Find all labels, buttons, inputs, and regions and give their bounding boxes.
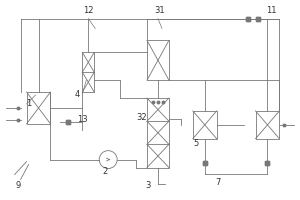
Text: 31: 31 bbox=[154, 6, 165, 15]
Bar bbox=[256, 111, 279, 139]
Bar bbox=[147, 98, 169, 168]
Text: 12: 12 bbox=[83, 6, 94, 15]
Bar bbox=[147, 40, 169, 80]
Bar bbox=[82, 52, 94, 92]
Text: 4: 4 bbox=[75, 90, 80, 99]
Text: 2: 2 bbox=[103, 167, 108, 176]
Text: 3: 3 bbox=[145, 181, 151, 190]
Bar bbox=[27, 92, 50, 124]
Text: 1: 1 bbox=[26, 99, 31, 108]
Text: 9: 9 bbox=[16, 181, 21, 190]
Text: 7: 7 bbox=[215, 178, 220, 187]
Text: 11: 11 bbox=[266, 6, 277, 15]
Bar bbox=[193, 111, 217, 139]
Text: 5: 5 bbox=[193, 139, 198, 148]
Text: 13: 13 bbox=[77, 115, 88, 124]
Text: 32: 32 bbox=[137, 113, 147, 122]
